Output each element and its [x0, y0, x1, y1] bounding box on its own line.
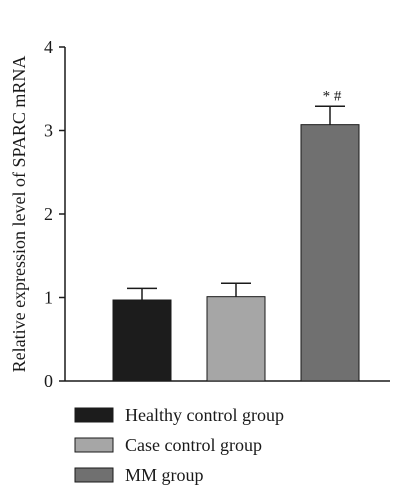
bar: [300, 124, 360, 382]
legend-swatch: [74, 467, 114, 483]
y-tick-label: 0: [44, 371, 53, 391]
legend-swatch: [74, 437, 114, 453]
legend-label: Healthy control group: [125, 405, 284, 425]
legend-label: MM group: [125, 465, 204, 485]
legend: Healthy control group Case control group M…: [74, 405, 284, 485]
y-tick-label: 3: [44, 121, 53, 141]
legend-label: Case control group: [125, 435, 262, 455]
legend-swatch: [74, 407, 114, 423]
y-tick-label: 4: [44, 37, 53, 57]
y-tick-label: 1: [44, 288, 53, 308]
y-axis-label: Relative expression level of SPARC mRNA: [9, 56, 29, 373]
bar: [112, 299, 172, 382]
significance-annotation: * #: [323, 88, 342, 104]
bar: [206, 296, 266, 382]
plot-area: 0 1 2 3 4 * #: [44, 37, 390, 391]
y-tick-label: 2: [44, 204, 53, 224]
